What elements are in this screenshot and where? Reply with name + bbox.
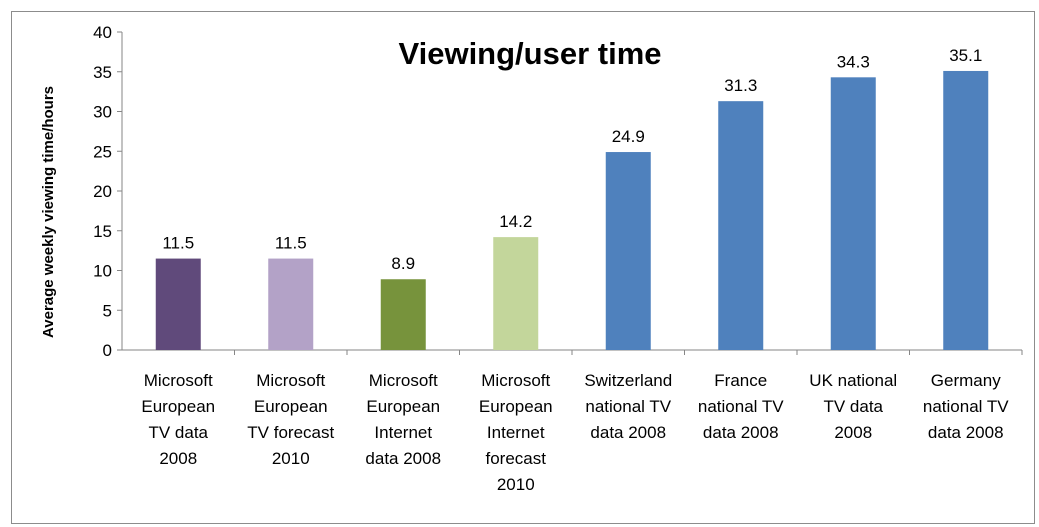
data-labels: 11.5 11.5 8.9 14.2 24.9 31.3 34.3 35.1	[162, 46, 982, 273]
x-tick-label-line: TV data	[148, 423, 208, 442]
data-label: 11.5	[275, 234, 307, 253]
bar	[830, 77, 876, 350]
x-tick-label: Switzerland national TV data 2008	[584, 371, 672, 442]
bar	[605, 152, 651, 350]
x-tick-label-line: European	[366, 397, 440, 416]
x-tick-label-line: 2010	[497, 475, 535, 494]
data-label: 34.3	[837, 52, 870, 71]
bars	[155, 70, 989, 350]
x-tick-label-line: Internet	[374, 423, 432, 442]
bar	[268, 258, 314, 350]
bar	[943, 70, 989, 350]
chart-title: Viewing/user time	[398, 36, 661, 71]
x-tick-label-line: Germany	[931, 371, 1001, 390]
y-tick-label: 20	[93, 182, 112, 201]
x-tick-label-line: Microsoft	[481, 371, 550, 390]
y-tick-label: 10	[93, 262, 112, 281]
x-tick-label-line: data 2008	[365, 449, 441, 468]
x-tick-label-line: Microsoft	[144, 371, 213, 390]
x-tick-label-line: European	[479, 397, 553, 416]
x-tick-label-line: TV data	[823, 397, 883, 416]
y-tick-label: 35	[93, 63, 112, 82]
x-tick-label-line: Microsoft	[369, 371, 438, 390]
x-tick-label-line: forecast	[486, 449, 547, 468]
data-label: 8.9	[391, 254, 415, 273]
data-label: 31.3	[724, 76, 757, 95]
x-tick-label: Microsoft European TV data 2008	[141, 371, 215, 468]
x-tick-label: Germany national TV data 2008	[923, 371, 1009, 442]
x-tick-label-line: Microsoft	[256, 371, 325, 390]
y-tick-label: 5	[103, 301, 112, 320]
x-tick-label-line: national TV	[923, 397, 1009, 416]
y-axis-title: Average weekly viewing time/hours	[40, 86, 57, 338]
y-tick-label: 30	[93, 103, 112, 122]
x-tick-label: Microsoft European TV forecast 2010	[247, 371, 334, 468]
x-tick-label-line: TV forecast	[247, 423, 334, 442]
data-label: 14.2	[499, 212, 532, 231]
chart-frame: Viewing/user time Average weekly viewing…	[11, 11, 1035, 524]
x-tick-label-line: Switzerland	[584, 371, 672, 390]
x-tick-label-line: France	[714, 371, 767, 390]
axes: 0 5 10 15 20 25 30 35 40	[93, 23, 1023, 360]
bar-chart: Viewing/user time Average weekly viewing…	[40, 23, 1023, 494]
data-label: 24.9	[612, 127, 645, 146]
x-tick-label-line: 2008	[159, 449, 197, 468]
x-tick-label-line: 2008	[834, 423, 872, 442]
x-tick-label-line: UK national	[809, 371, 897, 390]
x-tick-label: Microsoft European Internet data 2008	[365, 371, 441, 468]
x-tick-label-line: data 2008	[590, 423, 666, 442]
x-tick-label-line: national TV	[698, 397, 784, 416]
x-tick-label-line: 2010	[272, 449, 310, 468]
x-tick-label-line: data 2008	[928, 423, 1004, 442]
bar	[718, 101, 764, 350]
data-label: 11.5	[162, 234, 194, 253]
x-tick-label-line: European	[254, 397, 328, 416]
y-tick-label: 25	[93, 142, 112, 161]
bar	[493, 237, 539, 350]
x-tick-label-line: data 2008	[703, 423, 779, 442]
x-tick-label: France national TV data 2008	[698, 371, 784, 442]
x-tick-label-line: national TV	[585, 397, 671, 416]
x-tick-label-line: Internet	[487, 423, 545, 442]
category-labels: Microsoft European TV data 2008 Microsoft Eur…	[141, 371, 1009, 494]
data-label: 35.1	[949, 46, 982, 65]
bar	[380, 279, 426, 350]
bar	[155, 258, 201, 350]
y-tick-label: 15	[93, 222, 112, 241]
x-tick-label-line: European	[141, 397, 215, 416]
x-tick-label: UK national TV data 2008	[809, 371, 897, 442]
y-tick-label: 40	[93, 23, 112, 42]
x-tick-label: Microsoft European Internet forecast 2010	[479, 371, 553, 494]
y-tick-label: 0	[103, 341, 112, 360]
